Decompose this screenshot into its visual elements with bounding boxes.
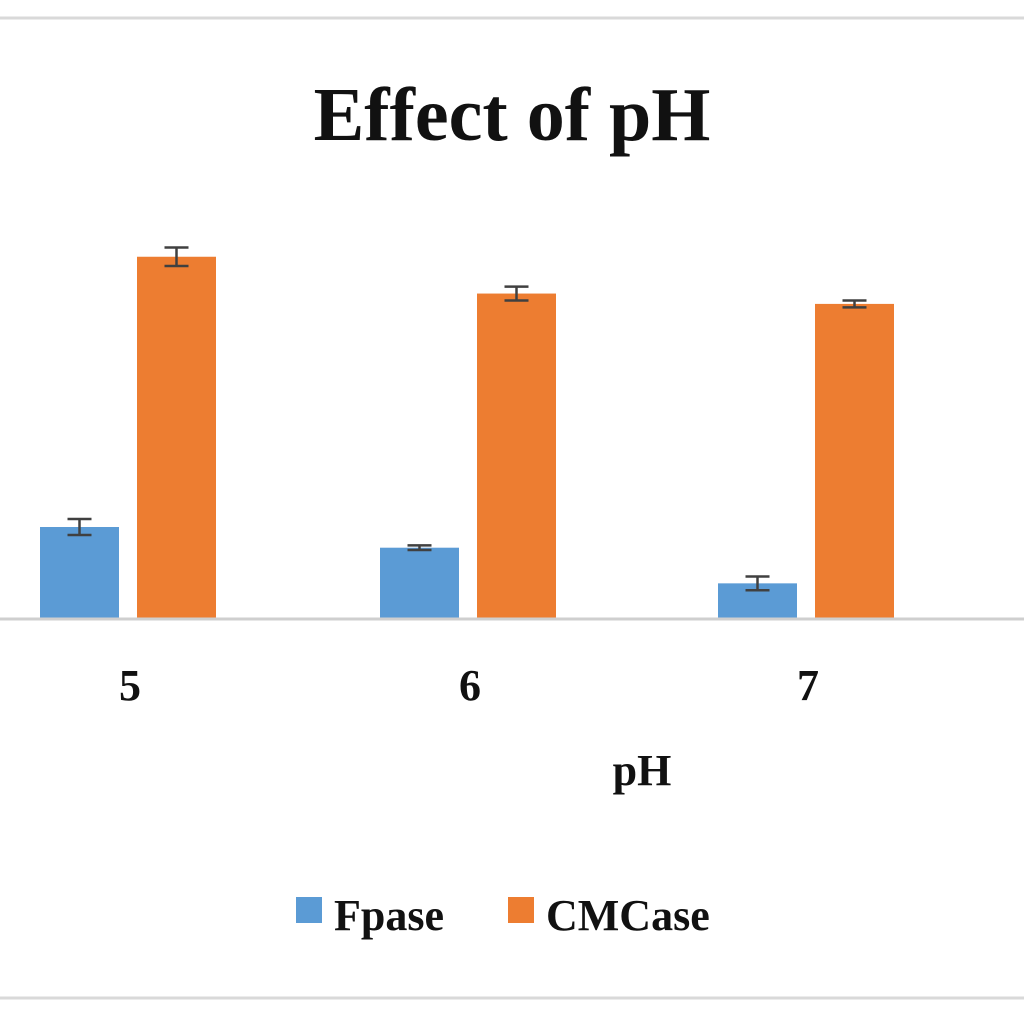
legend-swatch-cmcase [508, 897, 534, 923]
legend-swatch-fpase [296, 897, 322, 923]
x-axis-label: pH [613, 746, 672, 795]
error-bar-cmcase-ph-7 [842, 299, 867, 309]
bars-group [40, 256, 894, 619]
legend-label-cmcase: CMCase [546, 891, 710, 940]
bar-fpase-ph-5 [40, 527, 119, 619]
chart-title: Effect of pH [314, 73, 711, 157]
legend: Fpase CMCase [296, 891, 710, 940]
error-bar-fpase-ph-6 [407, 544, 432, 552]
x-tick-labels: 5 6 7 [119, 661, 819, 710]
error-bar-cmcase-ph-6 [504, 285, 529, 302]
x-tick-label-7: 7 [797, 661, 819, 710]
x-tick-label-5: 5 [119, 661, 141, 710]
error-bar-cmcase-ph-5 [164, 246, 189, 268]
error-bar-fpase-ph-7 [745, 575, 770, 592]
error-bar-fpase-ph-5 [67, 517, 92, 537]
bar-fpase-ph-6 [380, 547, 459, 619]
bar-cmcase-ph-7 [815, 303, 894, 619]
legend-label-fpase: Fpase [334, 891, 444, 940]
error-bars-group [67, 246, 867, 592]
x-tick-label-6: 6 [459, 661, 481, 710]
bar-cmcase-ph-6 [477, 293, 556, 619]
bar-cmcase-ph-5 [137, 256, 216, 619]
